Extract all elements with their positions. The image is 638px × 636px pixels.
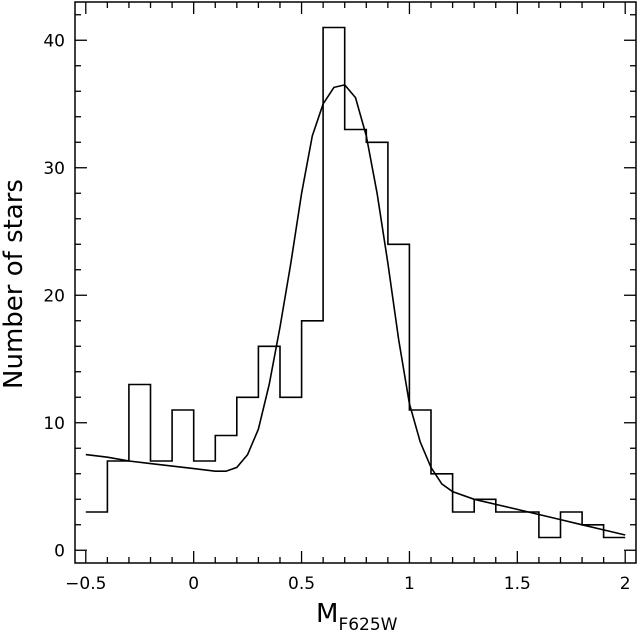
x-tick-label: 0 [188, 574, 199, 594]
y-axis-label: Number of stars [0, 179, 29, 389]
x-tick-label: 1.5 [504, 574, 531, 594]
y-tick-label: 0 [54, 541, 65, 561]
x-axis-label-subscript: F625W [338, 615, 397, 635]
x-axis-label: MF625W [316, 599, 398, 635]
x-tick-label: 1 [404, 574, 415, 594]
histogram-steps [85, 26, 626, 539]
x-axis-label-main: M [316, 599, 338, 629]
x-tick-label: −0.5 [65, 574, 106, 594]
x-tick-label: 2 [620, 574, 631, 594]
fit-curve [85, 84, 626, 536]
x-tick-label: 0.5 [288, 574, 315, 594]
y-tick-label: 40 [43, 31, 65, 51]
y-tick-label: 20 [43, 286, 65, 306]
y-tick-label: 30 [43, 159, 65, 179]
plot-frame [74, 1, 637, 564]
axis-ticks [75, 2, 636, 563]
y-tick-label: 10 [43, 414, 65, 434]
